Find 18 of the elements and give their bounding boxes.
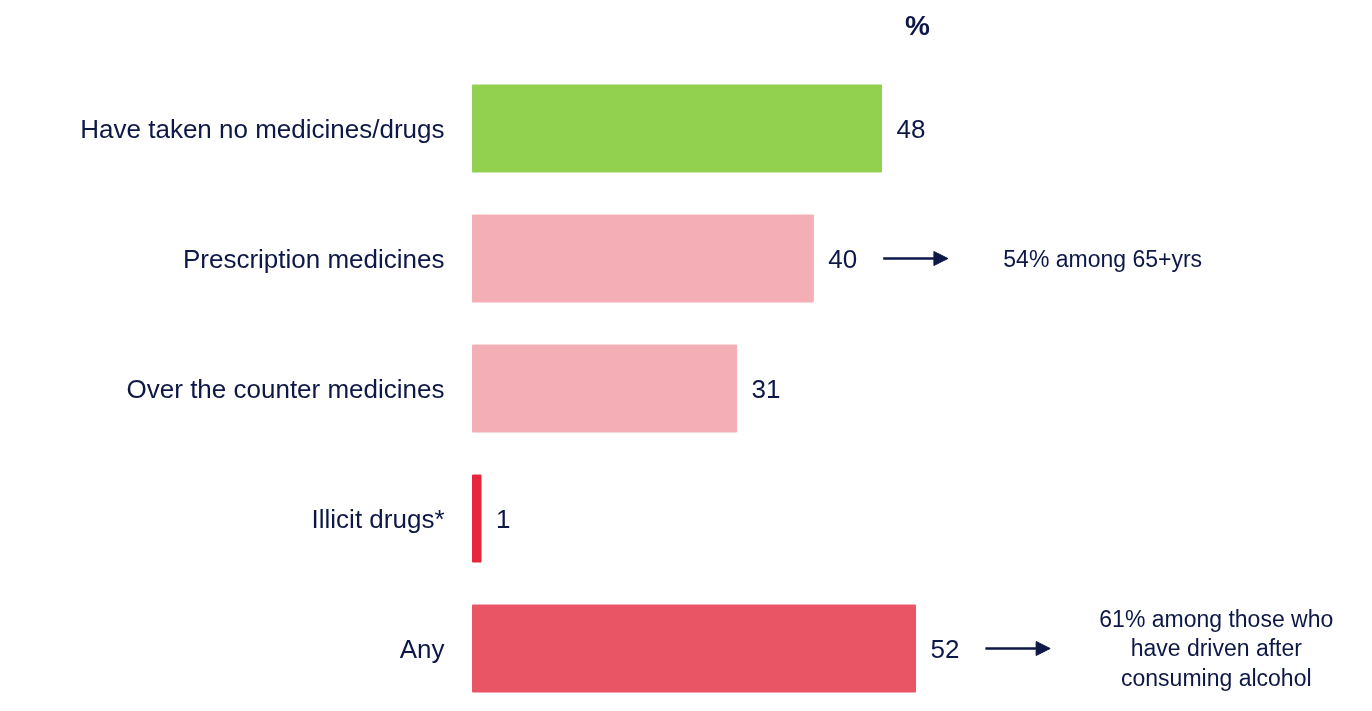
bar: [472, 214, 814, 303]
data-label: 1: [496, 503, 511, 534]
data-label: 48: [896, 113, 926, 144]
y-tick-label: Have taken no medicines/drugs: [80, 113, 445, 144]
text: 54% among 65+yrs: [1003, 245, 1203, 272]
text: 61% among those who have driven after consuming alcohol: [1099, 605, 1334, 692]
bar: [472, 604, 917, 693]
data-label: 40: [828, 243, 858, 274]
bar: [472, 474, 482, 563]
bar: [472, 344, 738, 433]
data-label: 52: [930, 633, 960, 664]
y-tick-label: Over the counter medicines: [126, 373, 445, 404]
y-tick-label: Illicit drugs*: [311, 503, 445, 534]
y-tick-label: Prescription medicines: [182, 243, 445, 274]
bar: [472, 84, 882, 173]
chart-title: %: [905, 10, 931, 41]
data-label: 31: [751, 373, 781, 404]
y-tick-label: Any: [399, 633, 445, 664]
